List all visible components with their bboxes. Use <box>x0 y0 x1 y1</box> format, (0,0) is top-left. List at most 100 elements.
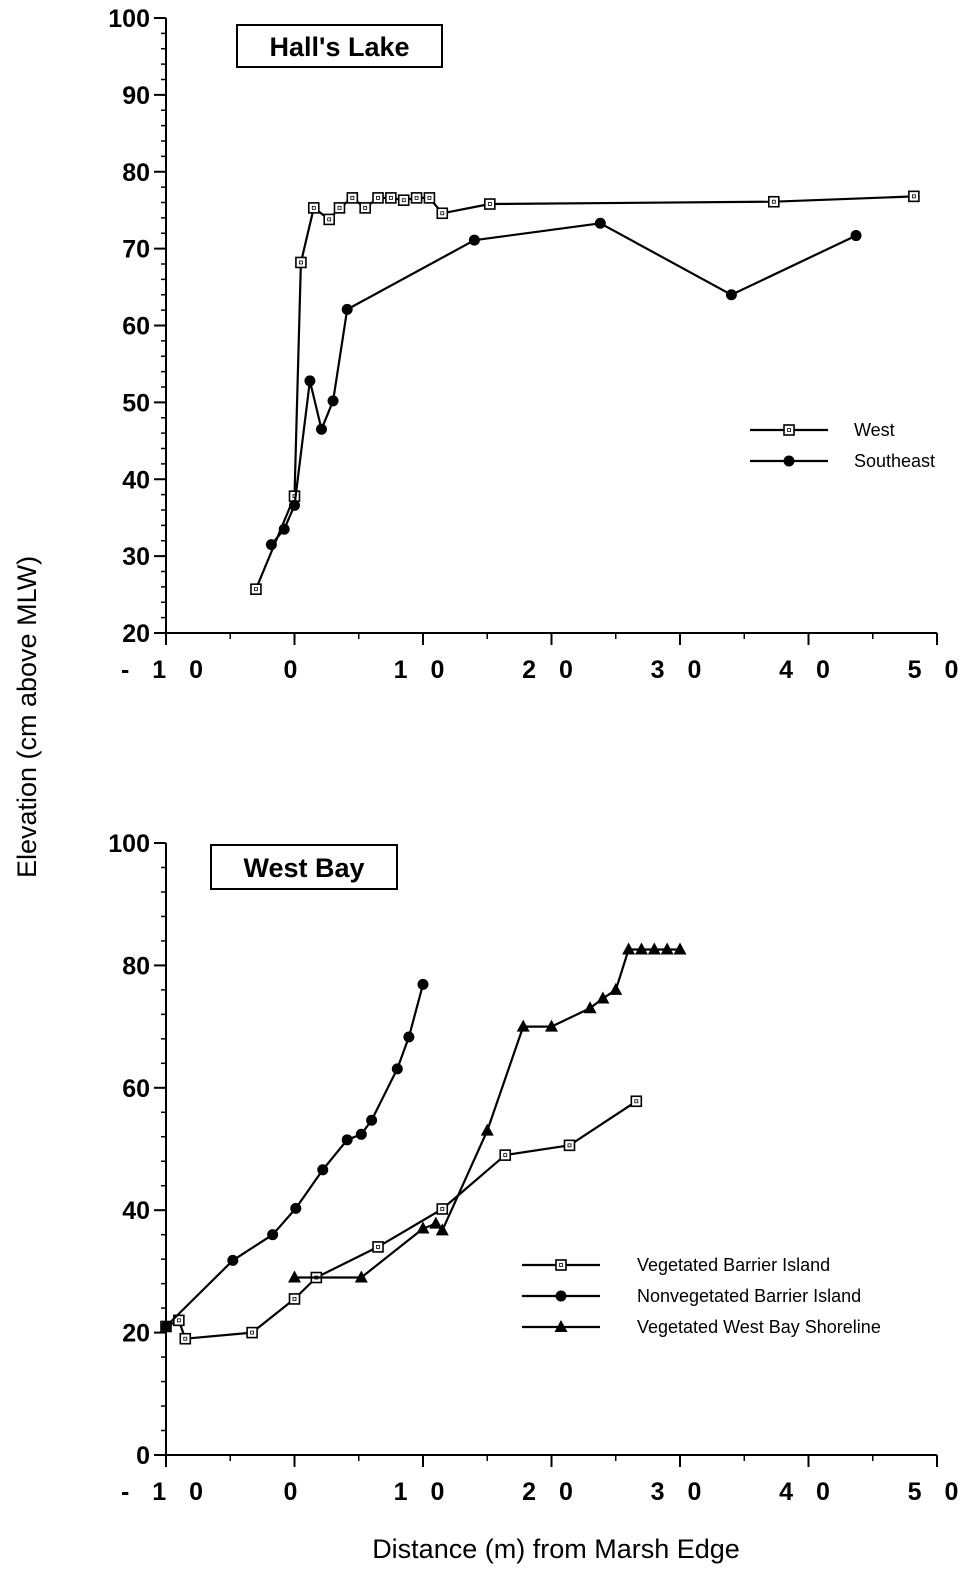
data-point <box>391 1063 403 1075</box>
y-tick-label: 70 <box>122 236 150 264</box>
x-tick-label: 5 0 <box>908 656 967 684</box>
data-point <box>267 1229 279 1241</box>
data-point <box>516 1019 530 1032</box>
legend-item-nonvegetated-barrier-island: Nonvegetated Barrier Island <box>522 1286 861 1306</box>
x-tick-label: 4 0 <box>779 1478 838 1506</box>
data-point <box>278 523 290 535</box>
panel-title-box <box>210 844 398 890</box>
data-point <box>673 942 687 955</box>
x-tick-label: 0 <box>284 1478 306 1506</box>
data-point <box>436 1203 449 1215</box>
legend-item-west: West <box>750 420 895 440</box>
y-tick-label: 80 <box>122 159 150 187</box>
x-tick-label: 1 0 <box>394 1478 453 1506</box>
y-tick-label: 100 <box>108 5 150 33</box>
x-tick-label: 1 0 <box>394 656 453 684</box>
data-point <box>307 202 320 214</box>
data-point <box>265 539 277 551</box>
y-tick-label: 60 <box>122 1075 150 1103</box>
data-point <box>359 202 371 214</box>
data-point <box>250 583 262 595</box>
data-point <box>333 202 346 214</box>
data-point <box>647 942 661 955</box>
data-point <box>436 207 449 220</box>
x-tick-label: 4 0 <box>779 656 838 684</box>
legend-item-vegetated-west-bay-shoreline: Vegetated West Bay Shoreline <box>522 1317 881 1337</box>
legend-label: West <box>854 420 895 440</box>
x-tick-label: 2 0 <box>522 656 581 684</box>
data-point <box>908 190 920 203</box>
x-tick-label: 0 <box>284 656 306 684</box>
data-point <box>435 1223 449 1236</box>
data-point <box>290 1202 302 1214</box>
data-point <box>315 423 327 435</box>
legend-marker <box>783 455 795 467</box>
panel-title-box <box>236 24 443 68</box>
y-tick-label: 40 <box>122 1197 150 1225</box>
chart-panel-west-bay: 0 20 40 60 80 100 - 1 0 0 1 0 2 0 3 0 4 0 5 0 West Ba… <box>108 830 967 1506</box>
data-point <box>423 192 436 204</box>
data-point <box>660 942 674 955</box>
data-point <box>289 499 300 511</box>
data-point <box>410 192 423 204</box>
series-line <box>294 948 680 1279</box>
legend-label: Vegetated Barrier Island <box>637 1255 830 1275</box>
data-point <box>596 991 610 1004</box>
y-tick-label: 80 <box>122 952 150 980</box>
legend-label: Vegetated West Bay Shoreline <box>637 1317 881 1337</box>
chart-panel-halls-lake: 20 30 40 50 60 70 80 90 100 - 1 0 0 1 0 2 0 3 0 4 0 5 0… <box>108 5 967 684</box>
data-point <box>246 1326 258 1339</box>
data-point <box>372 1241 384 1253</box>
y-tick-label: 0 <box>136 1442 150 1470</box>
data-point <box>397 194 410 206</box>
panel-title: Hall's Lake <box>270 32 410 62</box>
y-tick-label: 40 <box>122 466 150 494</box>
data-point <box>634 942 648 955</box>
data-point <box>545 1019 558 1032</box>
x-axis-title: Distance (m) from Marsh Edge <box>372 1534 740 1564</box>
data-point <box>583 1001 597 1014</box>
data-point <box>355 1128 367 1140</box>
legend-marker <box>555 1290 567 1302</box>
x-tick-label: - 1 0 <box>121 1478 211 1506</box>
data-point <box>385 192 397 204</box>
data-point <box>725 289 737 301</box>
y-tick-label: 100 <box>108 830 150 858</box>
data-point <box>609 982 623 995</box>
legend-item-southeast: Southeast <box>750 451 935 471</box>
data-point <box>594 217 606 229</box>
data-point <box>484 198 496 210</box>
data-point <box>468 234 480 246</box>
legend-label: Southeast <box>854 451 935 471</box>
data-point <box>850 230 862 242</box>
data-point <box>563 1139 576 1152</box>
data-point <box>317 1164 329 1176</box>
data-point <box>403 1031 415 1043</box>
data-point <box>323 213 335 226</box>
y-tick-label: 90 <box>122 82 150 110</box>
y-axis-title: Elevation (cm above MLW) <box>12 556 42 878</box>
legend-marker <box>783 424 795 436</box>
data-point <box>417 978 429 990</box>
data-point <box>346 192 359 204</box>
data-point <box>179 1332 192 1345</box>
x-tick-label: 3 0 <box>651 1478 710 1506</box>
y-tick-label: 60 <box>122 313 150 341</box>
data-point <box>173 1314 185 1327</box>
x-tick-label: - 1 0 <box>121 656 211 684</box>
data-point <box>622 942 636 955</box>
data-point <box>160 1320 172 1332</box>
x-tick-label: 5 0 <box>908 1478 967 1506</box>
data-point <box>429 1216 443 1229</box>
data-point <box>630 1095 643 1108</box>
x-tick-label: 3 0 <box>651 656 710 684</box>
data-point <box>304 375 316 387</box>
data-point <box>372 192 384 204</box>
x-tick-label: 2 0 <box>522 1478 581 1506</box>
data-point <box>295 256 307 269</box>
data-point <box>227 1254 239 1266</box>
data-point <box>341 1134 353 1146</box>
series-west <box>250 190 920 595</box>
y-tick-label: 20 <box>122 620 150 648</box>
